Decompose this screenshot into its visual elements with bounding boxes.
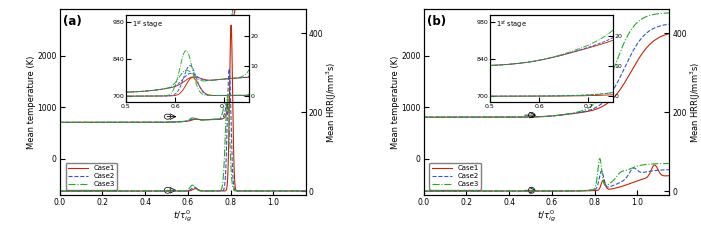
X-axis label: $t/\tau_{ig}^0$: $t/\tau_{ig}^0$ (537, 208, 557, 224)
Y-axis label: Mean HRR(J/mm$^3$s): Mean HRR(J/mm$^3$s) (325, 62, 339, 143)
Legend: Case1, Case2, Case3: Case1, Case2, Case3 (65, 163, 118, 190)
Legend: Case1, Case2, Case3: Case1, Case2, Case3 (430, 163, 482, 190)
Y-axis label: Mean temperature (K): Mean temperature (K) (391, 55, 400, 149)
Y-axis label: Mean temperature (K): Mean temperature (K) (27, 55, 36, 149)
X-axis label: $t/\tau_{ig}^0$: $t/\tau_{ig}^0$ (172, 208, 192, 224)
Y-axis label: Mean HRR(J/mm$^3$s): Mean HRR(J/mm$^3$s) (688, 62, 701, 143)
Text: (a): (a) (63, 15, 82, 28)
Text: (b): (b) (427, 15, 447, 28)
